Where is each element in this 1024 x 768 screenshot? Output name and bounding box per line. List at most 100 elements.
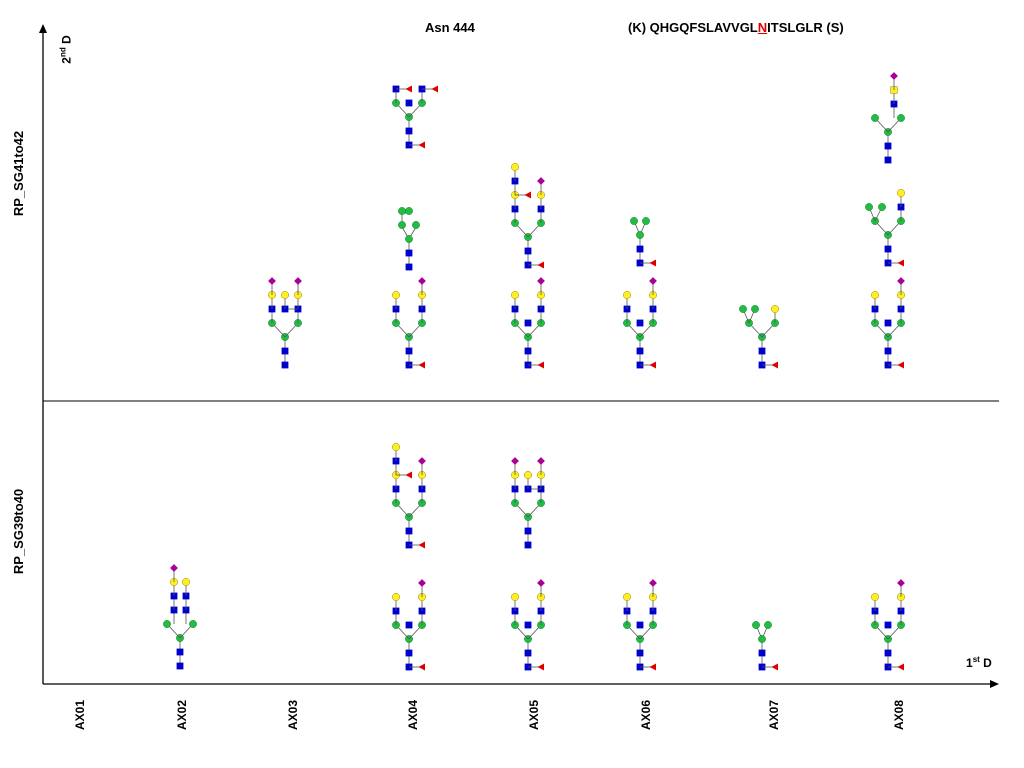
- mannose-symbol: [163, 620, 171, 628]
- glcnac-symbol: [405, 527, 413, 535]
- sialic-acid-symbol: [418, 277, 426, 285]
- glycan-structure: [623, 579, 657, 671]
- glcnac-symbol: [405, 347, 413, 355]
- glcnac-symbol: [884, 245, 892, 253]
- x-axis-arrow: [990, 680, 999, 688]
- glcnac-symbol: [884, 319, 892, 327]
- glcnac-symbol: [884, 621, 892, 629]
- glcnac-symbol: [636, 245, 644, 253]
- fucose-symbol: [418, 141, 425, 149]
- glycan-structure: [392, 579, 426, 671]
- galactose-symbol: [897, 189, 905, 197]
- mannose-symbol: [739, 305, 747, 313]
- glycan-structure: [511, 457, 545, 549]
- fucose-symbol: [431, 85, 438, 93]
- sialic-acid-symbol: [268, 277, 276, 285]
- sialic-acid-symbol: [897, 579, 905, 587]
- glcnac-symbol: [758, 347, 766, 355]
- glycan-structure: [398, 207, 420, 271]
- galactose-symbol: [281, 291, 289, 299]
- glycan-structure: [511, 579, 545, 671]
- glcnac-symbol: [636, 649, 644, 657]
- glcnac-symbol: [524, 621, 532, 629]
- glycan-structure: [163, 564, 197, 670]
- glcnac-symbol: [281, 361, 289, 369]
- galactose-symbol: [623, 593, 631, 601]
- glycan-structure: [392, 443, 426, 549]
- galactose-symbol: [871, 291, 879, 299]
- x-axis-label: 1st D: [966, 655, 992, 670]
- fucose-symbol: [537, 261, 544, 269]
- glcnac-symbol: [176, 662, 184, 670]
- fucose-symbol: [418, 541, 425, 549]
- y-axis-arrow: [39, 24, 47, 33]
- mannose-symbol: [897, 114, 905, 122]
- fucose-symbol: [405, 471, 412, 479]
- fucose-symbol: [649, 259, 656, 267]
- sialic-acid-symbol: [537, 457, 545, 465]
- mannose-symbol: [189, 620, 197, 628]
- galactose-symbol: [524, 471, 532, 479]
- fucose-symbol: [405, 85, 412, 93]
- mannose-symbol: [758, 635, 766, 643]
- glcnac-symbol: [524, 541, 532, 549]
- sialic-acid-symbol: [649, 277, 657, 285]
- glcnac-symbol: [176, 648, 184, 656]
- sialic-acid-symbol: [418, 579, 426, 587]
- galactose-symbol: [871, 593, 879, 601]
- fucose-symbol: [897, 663, 904, 671]
- glycan-structure: [623, 277, 657, 369]
- glcnac-symbol: [281, 347, 289, 355]
- sialic-acid-symbol: [294, 277, 302, 285]
- glcnac-symbol: [524, 649, 532, 657]
- glcnac-symbol: [405, 621, 413, 629]
- mannose-symbol: [751, 305, 759, 313]
- fucose-symbol: [418, 361, 425, 369]
- glcnac-symbol: [405, 127, 413, 135]
- fucose-symbol: [537, 361, 544, 369]
- peptide-sequence: (K) QHGQFSLAVVGLNITSLGLR (S): [628, 20, 844, 35]
- mannose-symbol: [405, 207, 413, 215]
- glcnac-symbol: [524, 319, 532, 327]
- glcnac-symbol: [636, 319, 644, 327]
- mannose-symbol: [752, 621, 760, 629]
- fucose-symbol: [649, 361, 656, 369]
- sialic-acid-symbol: [537, 579, 545, 587]
- fucose-symbol: [897, 361, 904, 369]
- galactose-symbol: [623, 291, 631, 299]
- galactose-symbol: [392, 443, 400, 451]
- mannose-symbol: [865, 203, 873, 211]
- glycan-structure: [739, 305, 779, 369]
- glcnac-symbol: [405, 263, 413, 271]
- sialic-acid-symbol: [537, 177, 545, 185]
- glcnac-symbol: [405, 99, 413, 107]
- sialic-acid-symbol: [890, 72, 898, 80]
- mannose-symbol: [764, 621, 772, 629]
- mannose-symbol: [871, 114, 879, 122]
- glcnac-symbol: [884, 347, 892, 355]
- mannose-symbol: [642, 217, 650, 225]
- glycosylation-site: N: [757, 20, 768, 35]
- glcnac-symbol: [524, 247, 532, 255]
- mannose-symbol: [405, 235, 413, 243]
- sequence-suffix: ITSLGLR (S): [767, 20, 844, 35]
- fucose-symbol: [537, 663, 544, 671]
- sialic-acid-symbol: [649, 579, 657, 587]
- glycan-structure: [630, 217, 656, 267]
- glycan-structure: [865, 189, 905, 267]
- mannose-symbol: [630, 217, 638, 225]
- sequence-prefix: (K) QHGQFSLAVVGL: [628, 20, 758, 35]
- glcnac-symbol: [524, 347, 532, 355]
- glcnac-symbol: [636, 621, 644, 629]
- glycan-structure: [871, 579, 905, 671]
- glycan-structure: [871, 277, 905, 369]
- galactose-symbol: [392, 593, 400, 601]
- mannose-symbol: [636, 231, 644, 239]
- galactose-symbol: [392, 291, 400, 299]
- sialic-acid-symbol: [170, 564, 178, 572]
- glycan-structure: [511, 163, 545, 269]
- glycan-structure: [392, 277, 426, 369]
- glcnac-symbol: [758, 649, 766, 657]
- glcnac-symbol: [636, 347, 644, 355]
- glycan-structure: [392, 85, 438, 149]
